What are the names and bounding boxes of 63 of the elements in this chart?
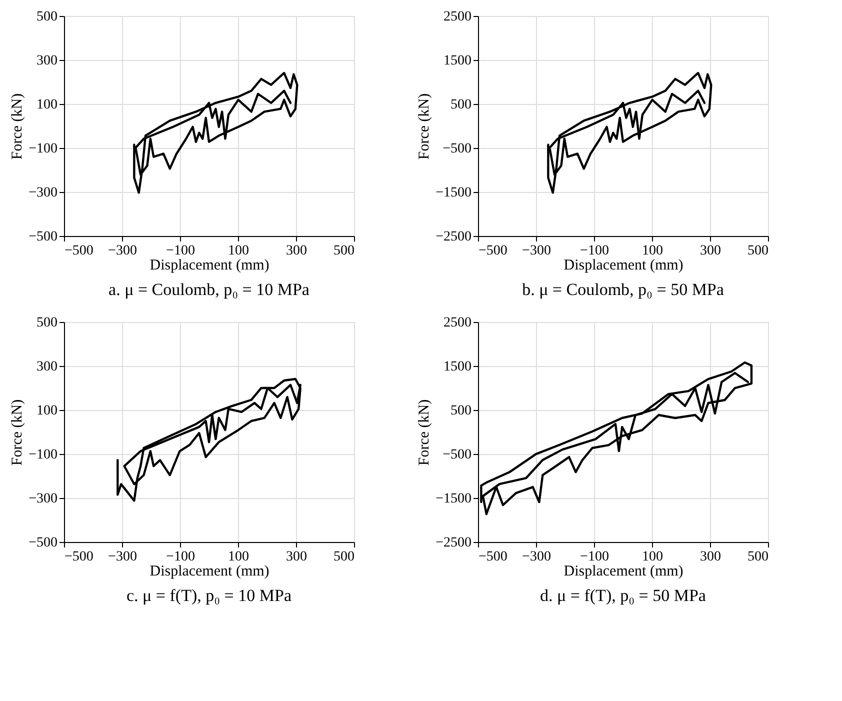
y-tick-label: 500 <box>36 10 58 24</box>
text: d. μ = f(T), p₀ = 50 MPa <box>540 586 706 605</box>
y-tick-label: −2500 <box>436 536 472 550</box>
x-tick-label: 100 <box>228 244 249 258</box>
x-tick-label: −100 <box>166 550 195 564</box>
y-axis-title: Force (kN) <box>416 399 433 466</box>
x-tick-label: −100 <box>580 244 609 258</box>
x-axis-title: Displacement (mm) <box>564 258 684 274</box>
x-axis-title: Displacement (mm) <box>150 258 270 274</box>
x-tick-label: −500 <box>478 550 508 564</box>
y-axis-title: Force (kN) <box>416 93 433 160</box>
y-tick-label: 300 <box>36 360 58 374</box>
line-series <box>133 72 298 194</box>
x-tick-label: −300 <box>522 244 551 258</box>
x-axis-title: Displacement (mm) <box>150 564 270 580</box>
y-tick-label: −500 <box>442 448 472 462</box>
x-tick-label: −100 <box>166 244 195 258</box>
y-tick-label: −2500 <box>436 230 472 244</box>
line-series <box>547 72 712 194</box>
x-tick-label: 100 <box>228 550 249 564</box>
y-axis-title: Force (kN) <box>10 399 26 466</box>
x-tick-label: 500 <box>748 550 768 564</box>
y-tick-label: −500 <box>28 230 58 244</box>
y-tick-label: 1500 <box>444 54 472 68</box>
x-tick-label: 300 <box>286 550 307 564</box>
y-tick-label: 500 <box>450 98 472 112</box>
y-tick-label: 100 <box>36 98 58 112</box>
y-tick-label: −500 <box>442 142 472 156</box>
x-axis-title: Displacement (mm) <box>564 564 684 580</box>
x-tick-label: 100 <box>642 244 663 258</box>
text: c. μ = f(T), p₀ = 10 MPa <box>126 586 292 605</box>
text: b. μ = Coulomb, p₀ = 50 MPa <box>522 280 724 299</box>
y-tick-label: 2500 <box>444 316 472 330</box>
x-tick-label: −300 <box>522 550 551 564</box>
x-tick-label: −500 <box>478 244 508 258</box>
x-tick-label: 500 <box>748 244 768 258</box>
y-tick-label: 2500 <box>444 10 472 24</box>
y-tick-label: 1500 <box>444 360 472 374</box>
x-tick-label: 300 <box>700 550 721 564</box>
x-tick-label: −500 <box>64 550 94 564</box>
y-tick-label: −100 <box>28 448 58 462</box>
text: a. μ = Coulomb, p₀ = 10 MPa <box>108 280 310 299</box>
y-tick-label: −300 <box>28 492 58 506</box>
y-tick-label: −100 <box>28 142 58 156</box>
y-tick-label: −1500 <box>436 492 472 506</box>
y-axis-title: Force (kN) <box>10 93 26 160</box>
y-tick-label: 500 <box>36 316 58 330</box>
y-tick-label: 500 <box>450 404 472 418</box>
x-tick-label: 500 <box>334 244 354 258</box>
y-tick-label: −300 <box>28 186 58 200</box>
line-series <box>116 378 302 502</box>
x-tick-label: −300 <box>108 550 137 564</box>
x-tick-label: 100 <box>642 550 663 564</box>
x-tick-label: −500 <box>64 244 94 258</box>
y-tick-label: −1500 <box>436 186 472 200</box>
x-tick-label: −100 <box>580 550 609 564</box>
x-tick-label: 300 <box>700 244 721 258</box>
y-tick-label: −500 <box>28 536 58 550</box>
x-tick-label: −300 <box>108 244 137 258</box>
x-tick-label: 300 <box>286 244 307 258</box>
y-tick-label: 300 <box>36 54 58 68</box>
y-tick-label: 100 <box>36 404 58 418</box>
x-tick-label: 500 <box>334 550 354 564</box>
